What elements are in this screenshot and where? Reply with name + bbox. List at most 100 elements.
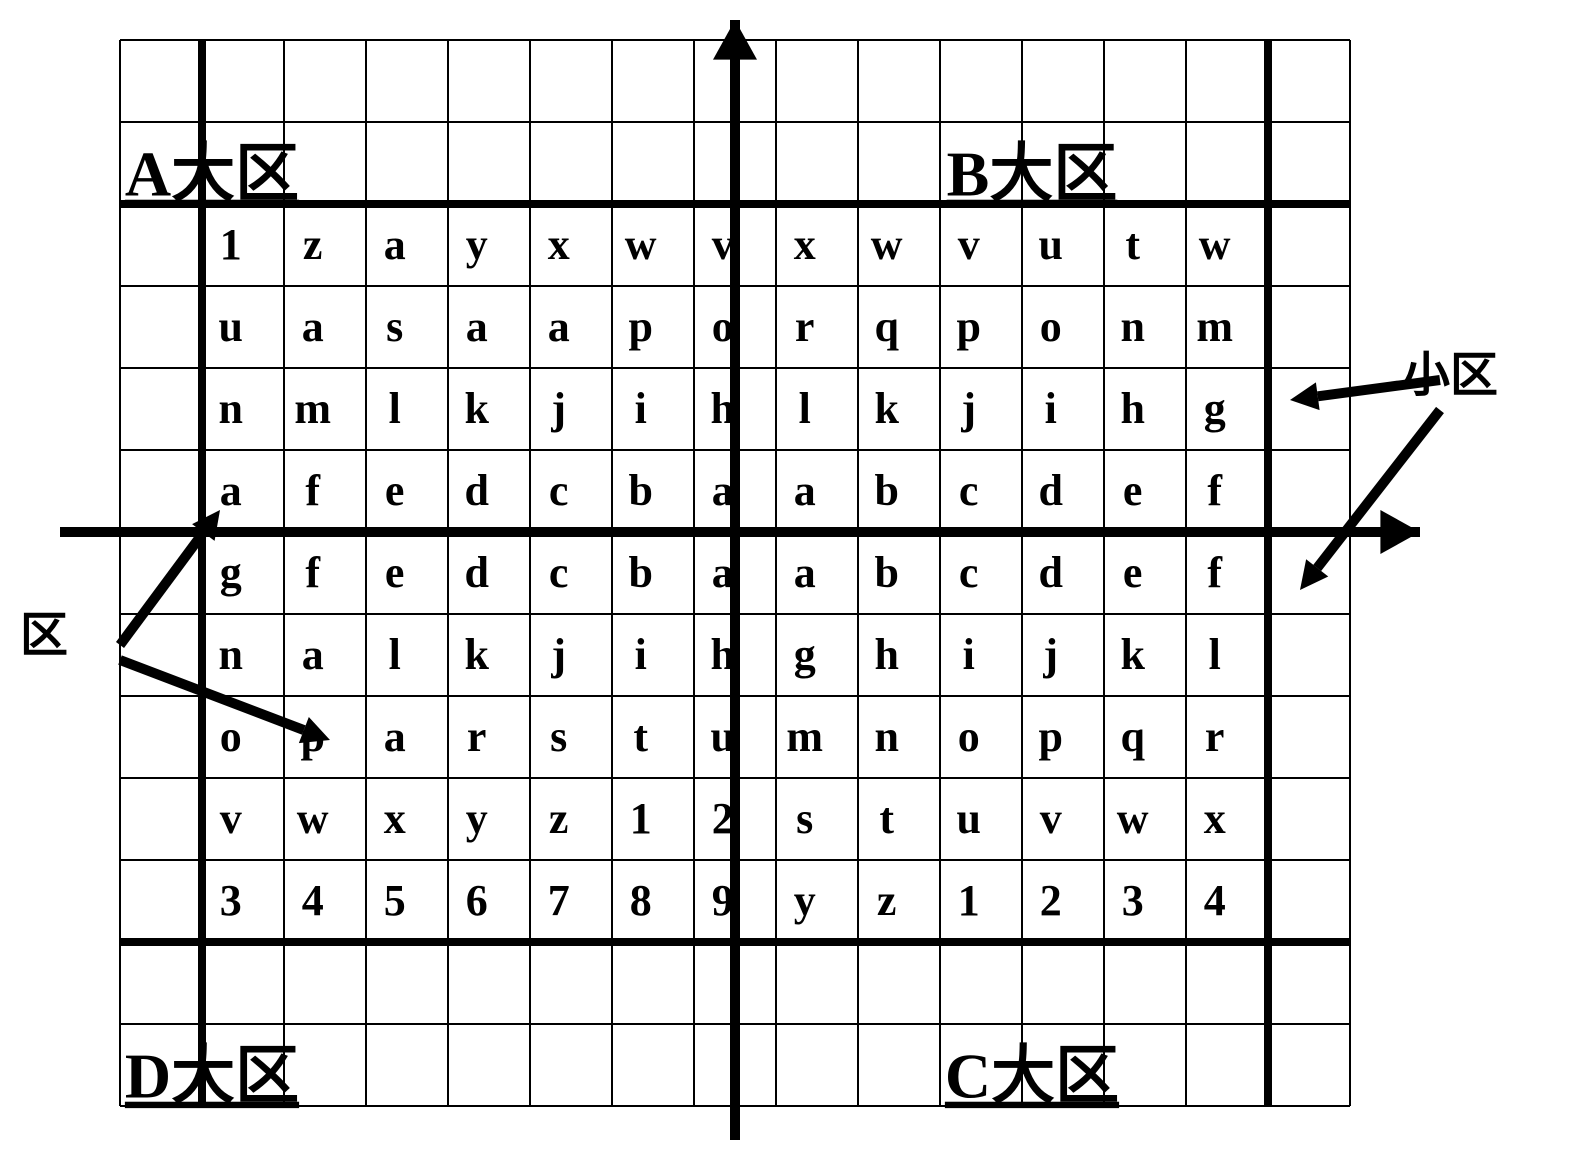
- cell: a: [220, 466, 242, 515]
- cell: d: [1038, 548, 1062, 597]
- cell: u: [956, 794, 980, 843]
- cell: c: [549, 548, 569, 597]
- cell: j: [1042, 630, 1058, 679]
- cell: x: [794, 220, 816, 269]
- cell: j: [550, 630, 566, 679]
- cell: i: [1045, 384, 1057, 433]
- cell: c: [549, 466, 569, 515]
- cell: o: [712, 302, 734, 351]
- cell: a: [794, 548, 816, 597]
- cell: l: [389, 630, 401, 679]
- cell: m: [1196, 302, 1233, 351]
- annotation-left: 小区: [20, 609, 68, 662]
- cell: k: [464, 630, 489, 679]
- cell: l: [389, 384, 401, 433]
- grid-svg: 1zayxwvxwvutwuasaaporqponmnmlkjihlkjihga…: [20, 20, 1560, 1140]
- cell: u: [710, 712, 734, 761]
- cell: p: [628, 302, 652, 351]
- cell: a: [548, 302, 570, 351]
- cell: m: [294, 384, 331, 433]
- cell: b: [874, 548, 898, 597]
- cell: 4: [302, 876, 324, 925]
- cell: e: [1123, 548, 1143, 597]
- quadrant-label-D: D大区: [125, 1041, 299, 1112]
- cell: g: [1204, 384, 1226, 433]
- cell: y: [466, 794, 488, 843]
- cell: n: [218, 630, 242, 679]
- cell: x: [1204, 794, 1226, 843]
- cell: x: [384, 794, 406, 843]
- cell: 3: [1122, 876, 1144, 925]
- annotation-right: 小区: [1402, 349, 1498, 402]
- quadrant-label-B: B大区: [947, 139, 1118, 210]
- cell: 7: [548, 876, 570, 925]
- cell: z: [877, 876, 897, 925]
- cell: n: [218, 384, 242, 433]
- cell: 5: [384, 876, 406, 925]
- cell: b: [874, 466, 898, 515]
- cell: r: [467, 712, 487, 761]
- cell: c: [959, 548, 979, 597]
- cell: t: [633, 712, 648, 761]
- cell: q: [874, 302, 899, 351]
- cell: q: [1120, 712, 1145, 761]
- cell: o: [958, 712, 980, 761]
- cell: f: [1207, 466, 1223, 515]
- cell: 4: [1204, 876, 1226, 925]
- cell: h: [710, 630, 734, 679]
- cell: 2: [712, 794, 734, 843]
- cell: f: [1207, 548, 1223, 597]
- cell: e: [1123, 466, 1143, 515]
- cell: a: [712, 466, 734, 515]
- cell: a: [466, 302, 488, 351]
- cell: 3: [220, 876, 242, 925]
- cell: c: [959, 466, 979, 515]
- cell: w: [1199, 220, 1231, 269]
- cell: n: [874, 712, 898, 761]
- cell: z: [549, 794, 569, 843]
- cell: y: [466, 220, 488, 269]
- cell: a: [384, 712, 406, 761]
- cell: 9: [712, 876, 734, 925]
- cell: j: [960, 384, 976, 433]
- cell: 2: [1040, 876, 1062, 925]
- cell: w: [871, 220, 903, 269]
- diagram-container: 1zayxwvxwvutwuasaaporqponmnmlkjihlkjihga…: [20, 20, 1560, 1140]
- cell: v: [1040, 794, 1062, 843]
- cell: y: [794, 876, 816, 925]
- cell: a: [794, 466, 816, 515]
- cell: h: [1120, 384, 1144, 433]
- cell: 1: [630, 794, 652, 843]
- cell: k: [1120, 630, 1145, 679]
- cell: a: [302, 302, 324, 351]
- cell: z: [303, 220, 323, 269]
- cell: r: [795, 302, 815, 351]
- cell: b: [628, 466, 652, 515]
- cell: r: [1205, 712, 1225, 761]
- cell: d: [464, 548, 488, 597]
- cell: v: [712, 220, 734, 269]
- cell: h: [710, 384, 734, 433]
- cell: i: [963, 630, 975, 679]
- cell: v: [220, 794, 242, 843]
- cell: a: [302, 630, 324, 679]
- cell: l: [799, 384, 811, 433]
- cell: f: [305, 548, 321, 597]
- cell: u: [1038, 220, 1062, 269]
- cell: 1: [958, 876, 980, 925]
- cell: o: [1040, 302, 1062, 351]
- quadrant-label-A: A大区: [125, 139, 299, 210]
- quadrant-label-C: C大区: [945, 1041, 1119, 1112]
- cell: l: [1209, 630, 1221, 679]
- cell: t: [879, 794, 894, 843]
- cell: t: [1125, 220, 1140, 269]
- cell: x: [548, 220, 570, 269]
- cell: a: [384, 220, 406, 269]
- cell: m: [786, 712, 823, 761]
- cell: d: [1038, 466, 1062, 515]
- cell: g: [794, 630, 816, 679]
- cell: w: [297, 794, 329, 843]
- cell: s: [796, 794, 813, 843]
- cell: p: [956, 302, 980, 351]
- cell: 6: [466, 876, 488, 925]
